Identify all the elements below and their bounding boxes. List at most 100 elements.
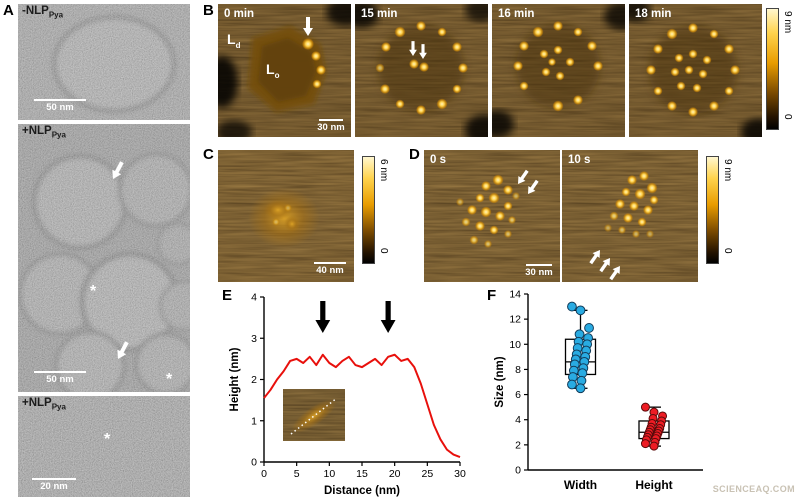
- time-label: 15 min: [361, 8, 398, 20]
- svg-text:5: 5: [294, 468, 300, 480]
- colorbar-b: 9 nm 0: [766, 8, 793, 130]
- asterisk-marker: *: [166, 371, 173, 388]
- time-label: 0 min: [224, 8, 255, 20]
- afm-texture: [355, 4, 488, 137]
- em-image-minus-nlp: -NLPPya 50 nm: [18, 4, 190, 120]
- afm-image-b-15min: 15 min: [355, 4, 488, 137]
- svg-text:8: 8: [515, 364, 521, 376]
- afm-texture: [218, 4, 351, 137]
- scale-bar-line: [34, 370, 86, 373]
- em-image-plus-nlp: * * +NLPPya 50 nm: [18, 124, 190, 392]
- sample-label: +NLPPya: [22, 125, 66, 140]
- colorbar-min-label: 0: [378, 248, 389, 254]
- colorbar-max-label: 9 nm: [722, 159, 733, 182]
- scale-bar: 40 nm: [314, 261, 346, 276]
- time-label: 10 s: [568, 154, 591, 166]
- arrow-icon: [528, 179, 539, 194]
- arrow-icon: [599, 258, 610, 273]
- em-image-plus-nlp-zoom: * +NLPPya 20 nm: [18, 396, 190, 497]
- svg-text:10: 10: [509, 339, 521, 351]
- scale-bar-line: [319, 118, 343, 121]
- time-label: 16 min: [498, 8, 535, 20]
- svg-text:4: 4: [251, 292, 257, 304]
- sample-label: -NLPPya: [22, 5, 64, 20]
- time-label: 18 min: [635, 8, 672, 20]
- svg-text:4: 4: [515, 414, 521, 426]
- svg-text:2: 2: [515, 439, 521, 451]
- scale-bar: 20 nm: [32, 477, 76, 492]
- colorbar-min-label: 0: [722, 248, 733, 254]
- asterisk-marker: *: [90, 283, 97, 300]
- afm-image-d-10s: 10 s: [562, 150, 698, 282]
- arrow-icon: [609, 266, 620, 281]
- size-distribution-chart: 0 2 4 6 8 10 12 14 Size (nm) Width Height: [494, 289, 703, 492]
- panel-f-label: F: [487, 287, 497, 304]
- afm-image-b-16min: 16 min: [492, 4, 625, 137]
- svg-text:25: 25: [421, 468, 433, 480]
- panel-b-label: B: [203, 2, 214, 19]
- scale-bar-label: 40 nm: [316, 265, 344, 276]
- svg-text:12: 12: [509, 314, 521, 326]
- lo-region-label: Lo: [266, 61, 280, 80]
- scale-bar: 50 nm: [34, 98, 86, 113]
- scale-bar: 50 nm: [34, 370, 86, 385]
- scale-bar-label: 30 nm: [317, 122, 345, 133]
- panel-e-label: E: [222, 287, 233, 304]
- scale-bar-line: [32, 477, 76, 480]
- sample-label: +NLPPya: [22, 397, 66, 412]
- scale-bar-label: 30 nm: [525, 267, 553, 278]
- panel-c-label: C: [203, 146, 214, 163]
- arrow-icon: [589, 250, 600, 265]
- svg-text:Width: Width: [564, 478, 597, 492]
- em-texture: *: [18, 396, 190, 497]
- afm-image-c: 40 nm: [218, 150, 354, 282]
- afm-texture: [629, 4, 762, 137]
- colorbar-gradient: [706, 156, 719, 264]
- svg-text:15: 15: [356, 468, 368, 480]
- asterisk-marker: *: [104, 431, 111, 448]
- arrow-icon: [112, 161, 124, 179]
- svg-text:0: 0: [261, 468, 267, 480]
- svg-text:0: 0: [515, 465, 521, 477]
- height-profile-chart: 0 5 10 15 20 25 30 0 1 2 3 4 Distance (nm) Height (nm…: [229, 292, 466, 498]
- time-label: 0 s: [430, 154, 446, 166]
- svg-text:30: 30: [454, 468, 466, 480]
- afm-image-b-18min: 18 min: [629, 4, 762, 137]
- panel-a-label: A: [3, 2, 14, 19]
- arrow-icon: [518, 169, 529, 184]
- afm-texture: [562, 150, 698, 282]
- colorbar-c: 6 nm 0: [362, 156, 389, 264]
- scale-bar-label: 50 nm: [46, 102, 74, 113]
- arrow-icon: [303, 17, 313, 36]
- scale-bar-line: [526, 263, 552, 266]
- svg-text:10: 10: [323, 468, 335, 480]
- svg-text:Height (nm): Height (nm): [229, 347, 241, 411]
- svg-text:2: 2: [251, 374, 257, 386]
- arrow-icon: [117, 341, 129, 359]
- colorbar-gradient: [766, 8, 779, 130]
- profile-inset-afm-image: [283, 389, 345, 441]
- scale-bar: 30 nm: [317, 118, 345, 133]
- scale-bar-line: [34, 98, 86, 101]
- scale-bar: 30 nm: [525, 263, 553, 278]
- svg-text:Height: Height: [635, 478, 672, 492]
- svg-text:14: 14: [509, 289, 521, 301]
- svg-text:1: 1: [251, 415, 257, 427]
- ld-region-label: Ld: [227, 31, 241, 50]
- colorbar-max-label: 9 nm: [782, 11, 793, 34]
- arrow-icon: [419, 44, 427, 59]
- afm-texture: [492, 4, 625, 137]
- watermark: SCIENCEAQ.COM: [712, 484, 795, 494]
- colorbar-gradient: [362, 156, 375, 264]
- arrow-icon: [380, 301, 396, 333]
- afm-image-d-0s: 0 s 30 nm: [424, 150, 560, 282]
- afm-texture: [424, 150, 560, 282]
- svg-text:Size (nm): Size (nm): [494, 356, 506, 407]
- scale-bar-label: 20 nm: [40, 481, 68, 492]
- profile-line-trace: [290, 397, 338, 435]
- svg-text:Distance (nm): Distance (nm): [324, 485, 400, 497]
- scale-bar-line: [314, 261, 346, 264]
- em-texture: [18, 4, 190, 120]
- colorbar-d: 9 nm 0: [706, 156, 733, 264]
